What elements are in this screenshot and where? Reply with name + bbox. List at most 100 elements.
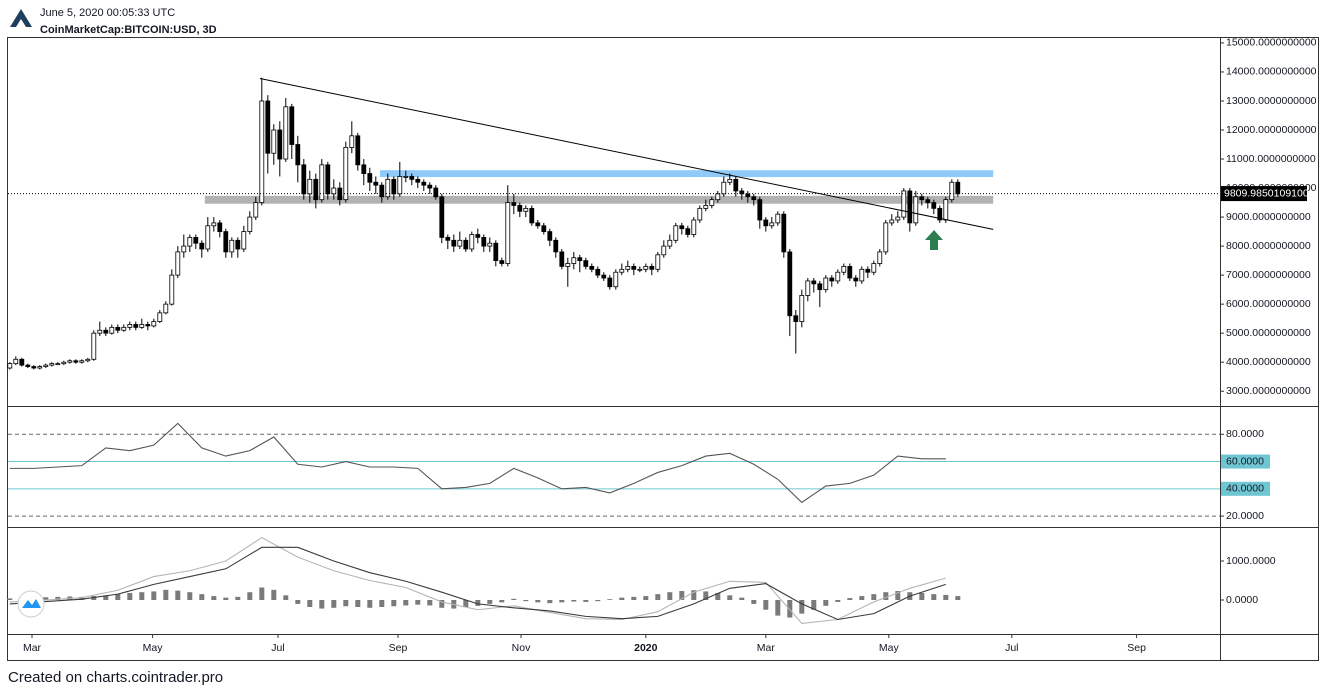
histogram-bar xyxy=(439,599,445,608)
x-tick-label: Jul xyxy=(1005,642,1018,654)
y-tick-label: 9000.0000000000 xyxy=(1226,211,1311,223)
candle-body xyxy=(733,178,739,192)
zone xyxy=(380,170,994,178)
histogram-bar xyxy=(211,596,217,600)
histogram-bar xyxy=(55,596,61,600)
histogram-bar xyxy=(871,594,877,600)
candle-body xyxy=(907,190,913,224)
y-tick-label: 5000.0000000000 xyxy=(1226,327,1311,339)
histogram-bar xyxy=(595,599,601,602)
candle-body xyxy=(817,283,823,291)
candle-body xyxy=(769,222,775,227)
x-tick-label: May xyxy=(879,642,900,654)
histogram-bar xyxy=(547,599,553,604)
candle-body xyxy=(469,234,475,250)
candle-body xyxy=(331,187,337,195)
trendline xyxy=(259,77,994,230)
histogram-bar xyxy=(499,599,505,603)
histogram-bar xyxy=(931,594,937,600)
histogram-bar xyxy=(223,597,229,600)
candle-body xyxy=(79,360,85,363)
candle-body xyxy=(499,260,505,264)
up-arrow xyxy=(925,230,943,250)
candle-body xyxy=(43,364,49,367)
candle-body xyxy=(553,239,559,253)
y-tick-label: 80.0000 xyxy=(1226,428,1264,440)
histogram-bar xyxy=(571,599,577,602)
candle-body xyxy=(421,181,427,186)
candle-body xyxy=(859,268,865,282)
y-tick-label: 1000.0000 xyxy=(1226,555,1276,567)
y-tick-label: 0.0000 xyxy=(1226,594,1258,606)
candle-body xyxy=(811,280,817,285)
candle-body xyxy=(445,236,451,241)
candle-body xyxy=(7,363,13,369)
candle-body xyxy=(895,216,901,221)
histogram-bar xyxy=(103,595,109,600)
histogram-bar xyxy=(199,594,205,600)
candle-body xyxy=(139,324,145,328)
candle-body xyxy=(865,268,871,273)
histogram-bar xyxy=(895,591,901,600)
candle-body xyxy=(103,329,109,334)
candle-body xyxy=(211,222,217,227)
candle-body xyxy=(637,268,643,271)
candle-body xyxy=(403,176,409,178)
candle-body xyxy=(529,207,535,224)
footer: Created on charts.cointrader.pro xyxy=(8,669,223,686)
candle-body xyxy=(175,251,181,276)
histogram-bar xyxy=(115,594,121,600)
y-tick-label: 12000.0000000000 xyxy=(1226,124,1317,136)
histogram-bar xyxy=(355,599,361,608)
y-tick-label: 11000.0000000000 xyxy=(1226,153,1316,165)
candle-body xyxy=(37,366,43,369)
candle-body xyxy=(781,213,787,253)
candle-body xyxy=(715,193,721,201)
candle-body xyxy=(277,129,283,160)
x-tick-label: Jul xyxy=(271,642,284,654)
y-tick-label-box xyxy=(1221,454,1270,469)
indicator-line xyxy=(9,422,946,504)
candle-body xyxy=(373,181,379,186)
candle-body xyxy=(439,196,445,238)
candle-body xyxy=(415,178,421,183)
candle-body xyxy=(127,324,133,328)
candle-body xyxy=(313,178,319,201)
histogram-bar xyxy=(523,599,529,602)
candle-body xyxy=(505,202,511,264)
candle-body xyxy=(13,358,19,365)
y-tick-label: 13000.0000000000 xyxy=(1226,95,1317,107)
candle-body xyxy=(151,321,157,327)
candle-body xyxy=(727,178,733,183)
histogram-bar xyxy=(283,595,289,600)
candle-body xyxy=(763,219,769,227)
candle-body xyxy=(949,181,955,201)
histogram-bar xyxy=(331,599,337,608)
candle-body xyxy=(841,266,847,273)
candle-body xyxy=(463,239,469,250)
histogram-bar xyxy=(631,596,637,600)
histogram-bar xyxy=(811,599,817,610)
candle-body xyxy=(187,236,193,247)
histogram-bar xyxy=(727,595,733,600)
candle-body xyxy=(757,199,763,221)
candle-body xyxy=(583,260,589,267)
candle-body xyxy=(571,257,577,264)
histogram-bar xyxy=(247,592,253,600)
candle-body xyxy=(385,178,391,198)
y-tick-label: 14000.0000000000 xyxy=(1226,66,1317,78)
candle-body xyxy=(655,254,661,270)
candle-body xyxy=(61,361,67,365)
candle-body xyxy=(913,196,919,224)
candle-body xyxy=(133,324,139,328)
histogram-bar xyxy=(151,591,157,600)
histogram-bar xyxy=(379,599,385,608)
candle-body xyxy=(109,326,115,334)
candle-body xyxy=(847,266,853,279)
candle-body xyxy=(565,263,571,267)
candle-body xyxy=(523,207,529,212)
candle-body xyxy=(301,164,307,195)
histogram-bar xyxy=(511,598,517,600)
candle-body xyxy=(289,106,295,145)
